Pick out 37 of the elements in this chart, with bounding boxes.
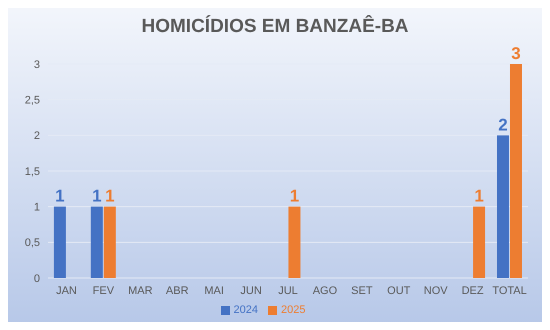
x-tick-label: NOV	[424, 284, 448, 297]
y-tick-label: 0,5	[24, 237, 40, 250]
bar	[104, 206, 116, 278]
bar	[54, 206, 66, 278]
x-tick-label: MAI	[204, 284, 224, 297]
bar	[496, 135, 509, 278]
bar	[473, 206, 486, 278]
y-tick-label: 0	[34, 272, 40, 285]
data-label: 2	[498, 115, 508, 134]
x-tick-label: TOTAL	[492, 284, 527, 297]
data-label: 1	[474, 186, 484, 206]
x-tick-label: JUN	[240, 284, 262, 297]
y-tick-label: 1,5	[24, 166, 40, 178]
x-tick-label: OUT	[387, 284, 411, 297]
y-tick-label: 2	[34, 130, 40, 142]
legend-label: 2025	[281, 304, 306, 316]
x-tick-label: MAR	[128, 284, 153, 297]
legend-label: 2024	[234, 304, 258, 316]
x-tick-label: JAN	[56, 284, 77, 297]
x-tick-label: AGO	[312, 284, 338, 297]
x-tick-label: SET	[351, 284, 373, 297]
x-tick-label: ABR	[166, 284, 189, 297]
bar	[288, 206, 300, 278]
chart-title: HOMICÍDIOS EM BANZAÊ-BA	[140, 16, 410, 38]
x-tick-label: JUL	[278, 284, 298, 297]
data-label: 1	[92, 186, 102, 206]
y-tick-label: 1	[34, 202, 40, 214]
data-label: 1	[105, 186, 115, 206]
x-tick-label: FEV	[92, 284, 115, 297]
bar	[90, 206, 103, 278]
bar	[510, 64, 522, 278]
data-label: 1	[55, 186, 65, 206]
data-label: 3	[511, 44, 521, 63]
y-tick-label: 2,5	[24, 94, 40, 107]
data-label: 1	[290, 186, 300, 206]
x-tick-label: DEZ	[462, 284, 484, 297]
y-tick-label: 3	[34, 58, 40, 71]
